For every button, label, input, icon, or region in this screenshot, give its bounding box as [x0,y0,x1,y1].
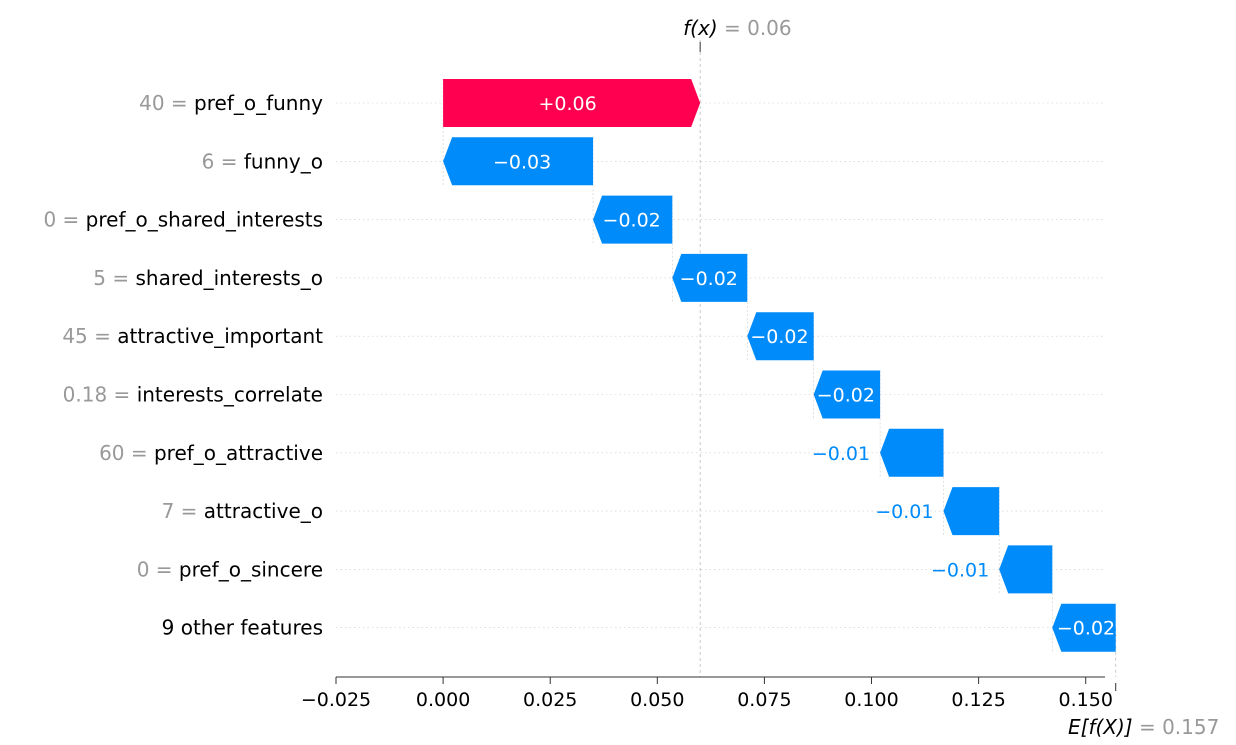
bar-value-label: −0.02 [603,210,661,232]
bar-pref_o_shared_interests [593,195,673,244]
feature-label: 6 = funny_o [202,149,323,173]
bar-value-label: −0.01 [812,443,870,465]
feature-name: funny_o [244,149,323,173]
feature-value: 0 = [43,208,85,232]
bar-value-label: −0.02 [680,268,738,290]
feature-label: 0 = pref_o_sincere [137,557,323,581]
feature-label: 40 = pref_o_funny [139,91,323,115]
bar-value-label: +0.06 [539,93,597,115]
bar-pref_o_attractive [880,428,944,477]
feature-value: 0 = [137,557,179,581]
x-tick-label: 0.050 [630,689,684,711]
x-tick-label: 0.025 [523,689,577,711]
feature-label: 7 = attractive_o [162,499,323,523]
feature-label: 9 other features [162,616,323,640]
x-tick-label: 0.150 [1059,689,1113,711]
bar-funny_o [443,137,594,186]
x-tick-label: 0.075 [737,689,791,711]
base-value-label: E[f(X)] [1068,715,1133,739]
x-tick-label: −0.025 [301,689,371,711]
bar-attractive_important [747,312,814,361]
bar-value-label: −0.03 [493,151,551,173]
feature-name: 9 other features [162,616,323,640]
feature-label: 60 = pref_o_attractive [99,441,323,465]
feature-name: pref_o_attractive [154,441,323,465]
feature-name: interests_correlate [137,383,323,407]
x-tick-label: 0.100 [844,689,898,711]
bar-value-label: −0.02 [1057,618,1115,640]
feature-name: shared_interests_o [135,266,323,290]
feature-name: pref_o_shared_interests [86,208,323,232]
bar-value-label: −0.02 [750,326,808,348]
x-tick-label: 0.000 [416,689,470,711]
bar-interests_correlate [813,370,881,419]
feature-value: 60 = [99,441,154,465]
fx-value: = 0.06 [718,16,792,40]
feature-label: 0.18 = interests_correlate [63,383,323,407]
bar-value-label: −0.02 [817,385,875,407]
fx-annotation: f(x) = 0.06 [683,16,792,40]
bar-pref_o_sincere [999,545,1053,594]
annotations: f(x) = 0.06 E[f(X)] = 0.157 [683,16,1219,739]
feature-label: 0 = pref_o_shared_interests [43,208,323,232]
fx-label: f(x) [683,16,717,40]
feature-label: 45 = attractive_important [62,324,323,348]
bar-shared_interests_o [672,253,748,302]
feature-name: attractive_o [204,499,323,523]
bar-9-other-features [1052,603,1116,652]
feature-value: 7 = [162,499,204,523]
x-tick-label: 0.125 [951,689,1005,711]
feature-value: 40 = [139,91,194,115]
base-value-annotation: E[f(X)] = 0.157 [1068,715,1219,739]
x-axis: −0.025 0.000 0.025 0.050 0.075 0.100 0.125 0.15… [301,676,1113,711]
feature-value: 45 = [62,324,117,348]
bars: +0.06 −0.03 −0.02 −0.02 −0.02 −0.02 −0.01 −0.01… [443,79,1116,652]
feature-value: 5 = [93,266,135,290]
bar-attractive_o [943,487,1000,536]
feature-value: 0.18 = [63,383,137,407]
feature-value: 6 = [202,149,244,173]
feature-name: attractive_important [117,324,323,348]
feature-labels: 40 = pref_o_funny 6 = funny_o 0 = pref_o_s… [43,91,323,640]
feature-name: pref_o_funny [194,91,323,115]
feature-label: 5 = shared_interests_o [93,266,323,290]
bar-value-label: −0.01 [931,559,989,581]
bar-value-label: −0.01 [875,501,933,523]
bar-pref_o_funny [443,79,701,127]
base-value-value: = 0.157 [1133,715,1220,739]
feature-name: pref_o_sincere [179,557,323,581]
